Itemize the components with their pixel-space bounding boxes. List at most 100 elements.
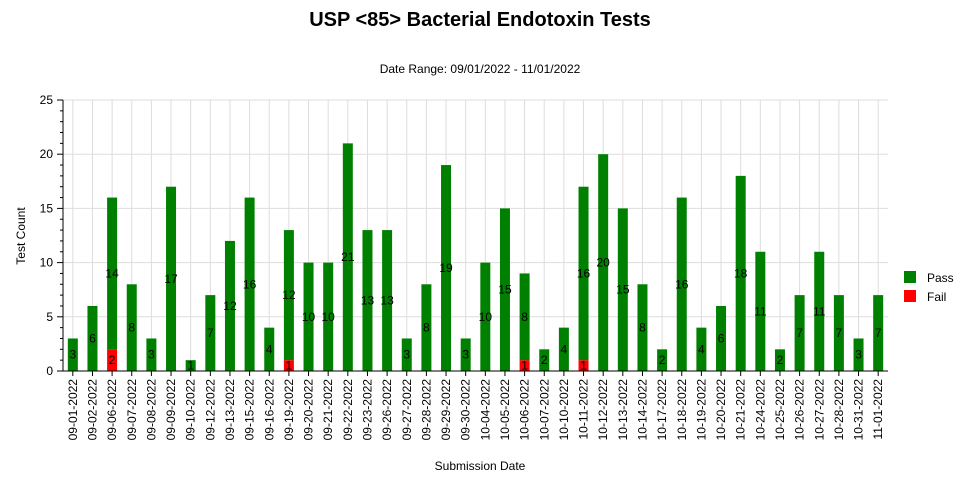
bar-pass-label: 8 [639, 321, 646, 335]
legend: Pass Fail [904, 271, 954, 304]
bar-pass-label: 7 [875, 326, 882, 340]
bar-fail-label: 2 [109, 353, 116, 367]
bar-pass [480, 262, 491, 371]
bar-pass [87, 305, 98, 371]
bar-pass [264, 327, 275, 371]
bar-pass-label: 10 [302, 310, 316, 324]
x-tick-label: 10-18-2022 [675, 379, 689, 441]
bar-pass [657, 349, 668, 371]
bar-pass [499, 208, 510, 371]
bar-pass-label: 19 [439, 261, 453, 275]
bar-pass [578, 186, 589, 361]
bar-pass-label: 2 [541, 353, 548, 367]
y-tick-label: 10 [40, 256, 54, 270]
x-tick-label: 09-01-2022 [66, 379, 80, 441]
x-tick-label: 09-20-2022 [302, 379, 316, 441]
bar-pass-label: 7 [796, 326, 803, 340]
bar-pass-label: 18 [734, 266, 748, 280]
x-tick-label: 10-20-2022 [714, 379, 728, 441]
bar-pass [833, 295, 844, 371]
y-tick-label: 15 [40, 201, 54, 215]
x-tick-label: 10-21-2022 [734, 379, 748, 441]
bar-pass [814, 251, 825, 371]
x-tick-label: 09-30-2022 [459, 379, 473, 441]
bar-pass-label: 3 [403, 348, 410, 362]
bar-fail-label: 1 [286, 359, 293, 373]
x-tick-label: 10-14-2022 [635, 379, 649, 441]
x-tick-label: 09-13-2022 [223, 379, 237, 441]
bar-pass-label: 16 [243, 277, 257, 291]
x-tick-label: 09-27-2022 [400, 379, 414, 441]
bar-pass-label: 10 [479, 310, 493, 324]
x-tick-label: 09-19-2022 [282, 379, 296, 441]
x-tick-label: 09-02-2022 [85, 379, 99, 441]
bar-pass [676, 197, 687, 371]
x-tick-label: 10-24-2022 [753, 379, 767, 441]
bar-pass-label: 15 [616, 283, 630, 297]
bar-pass-label: 12 [282, 288, 296, 302]
x-tick-label: 10-26-2022 [793, 379, 807, 441]
bar-pass-label: 2 [777, 353, 784, 367]
x-tick-label: 10-28-2022 [832, 379, 846, 441]
bar-pass-label: 6 [718, 331, 725, 345]
legend-swatch-pass [904, 271, 916, 283]
bar-pass-label: 7 [207, 326, 214, 340]
bar-pass [853, 338, 864, 371]
x-axis-label: Submission Date [435, 459, 526, 473]
bar-pass [283, 230, 294, 361]
x-tick-label: 10-25-2022 [773, 379, 787, 441]
bar-pass [323, 262, 334, 371]
bar-pass [244, 197, 255, 371]
bar-pass [519, 273, 530, 361]
bar-pass [421, 284, 432, 371]
x-tick-label: 10-12-2022 [596, 379, 610, 441]
x-tick-label: 09-26-2022 [380, 379, 394, 441]
bar-pass [107, 197, 118, 350]
bar-pass-label: 12 [223, 299, 237, 313]
x-tick-label: 09-22-2022 [341, 379, 355, 441]
bar-pass-label: 16 [675, 277, 689, 291]
x-tick-label: 09-21-2022 [321, 379, 335, 441]
bar-fail [107, 349, 118, 371]
x-tick-label: 10-04-2022 [478, 379, 492, 441]
x-tick-label: 10-10-2022 [557, 379, 571, 441]
x-tick-label: 10-13-2022 [616, 379, 630, 441]
x-tick-label: 10-11-2022 [577, 379, 591, 440]
bar-pass [558, 327, 569, 371]
bar-pass-label: 4 [698, 342, 705, 356]
bar-pass [67, 338, 78, 371]
bar-pass-label: 13 [380, 294, 394, 308]
bar-pass [303, 262, 314, 371]
bar-pass [873, 295, 884, 371]
x-tick-label: 09-28-2022 [419, 379, 433, 441]
bar-pass-label: 21 [341, 250, 355, 264]
bar-pass [598, 154, 609, 371]
bar-fail [578, 360, 589, 371]
bar-pass-label: 15 [498, 283, 512, 297]
x-tick-label: 09-06-2022 [105, 379, 119, 441]
bar-pass-label: 1 [187, 359, 194, 373]
bar-pass [617, 208, 628, 371]
x-tick-label: 09-09-2022 [164, 379, 178, 441]
x-tick-label: 09-15-2022 [243, 379, 257, 441]
x-tick-label: 10-19-2022 [694, 379, 708, 441]
bar-pass [362, 230, 373, 371]
bar-pass [205, 295, 216, 371]
bar-pass-label: 4 [266, 342, 273, 356]
bar-pass [342, 143, 353, 371]
bar-pass [146, 338, 157, 371]
bar-pass [755, 251, 766, 371]
bar-pass-label: 11 [754, 304, 767, 318]
bar-pass-label: 2 [659, 353, 666, 367]
bar-pass-label: 16 [577, 266, 591, 280]
bar-pass [774, 349, 785, 371]
bar-pass-label: 3 [855, 348, 862, 362]
bar-pass-label: 17 [164, 272, 178, 286]
bar-pass [539, 349, 550, 371]
x-tick-label: 10-06-2022 [518, 379, 532, 441]
bar-pass [716, 305, 727, 371]
bar-fail [283, 360, 294, 371]
bar-pass-label: 4 [561, 342, 568, 356]
